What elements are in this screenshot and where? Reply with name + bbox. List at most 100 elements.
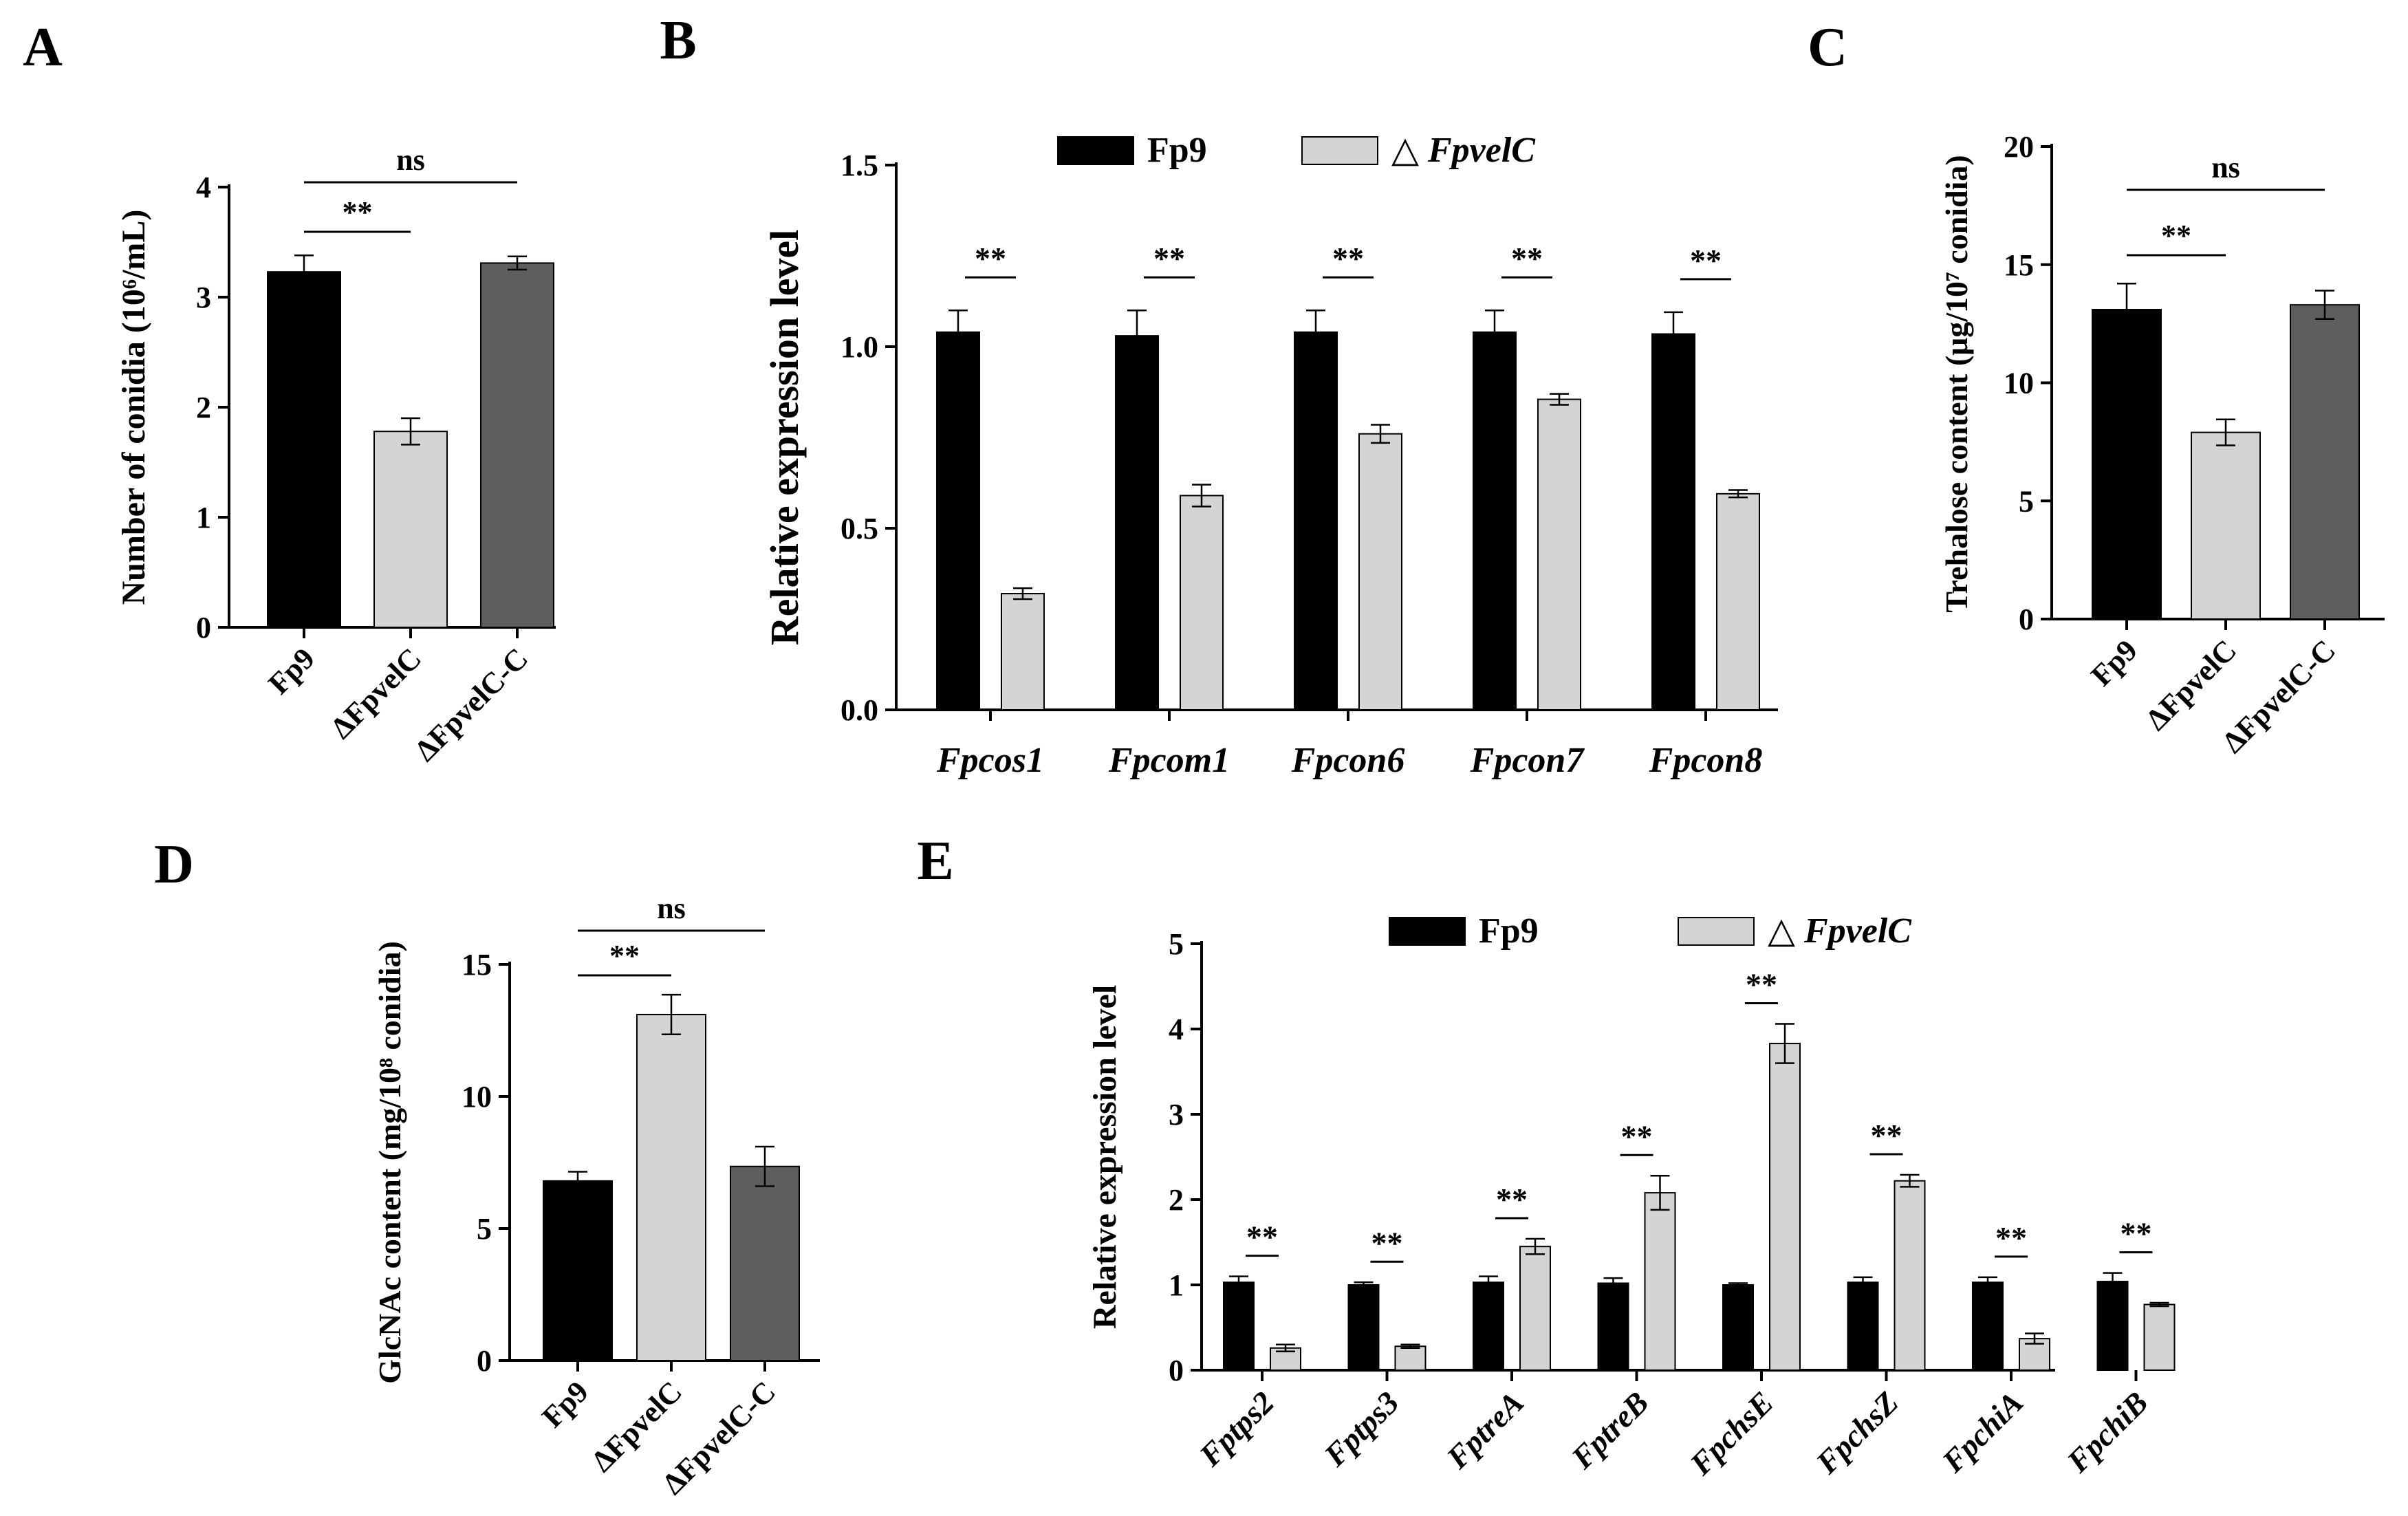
panel-D-significance-label: ns xyxy=(657,891,686,925)
panel-B-bar xyxy=(1473,331,1517,711)
panel-E-xtick-label: FptreA xyxy=(1440,1385,1531,1476)
panel-E-xtick-label: FpchiB xyxy=(2060,1385,2155,1480)
panel-B-significance-label: ** xyxy=(1332,241,1364,276)
panel-B-bar xyxy=(1001,593,1045,711)
panel-D-bar xyxy=(730,1165,800,1361)
panel-E-ytick-label: 4 xyxy=(1169,1013,1184,1046)
panel-A-ytick-label: 2 xyxy=(196,391,211,424)
panel-E-xtick-label: FptreB xyxy=(1564,1385,1656,1476)
panel-E-significance-label: ** xyxy=(1871,1118,1902,1153)
panel-E-bar xyxy=(1769,1043,1801,1371)
panel-B-bar xyxy=(1115,335,1159,711)
panel-B-bar xyxy=(1716,492,1760,711)
panel-B-bar xyxy=(1180,495,1224,711)
panel-E-legend-label: △ FpvelC xyxy=(1768,911,1912,951)
panel-label-A: A xyxy=(23,17,63,78)
panel-E-significance-label: ** xyxy=(1995,1220,2027,1255)
panel-E-ytick-label: 0 xyxy=(1169,1354,1184,1387)
panel-B-legend-swatch xyxy=(1301,136,1378,165)
panel-C-bar xyxy=(2290,304,2360,620)
panel-E-bar xyxy=(2143,1303,2176,1372)
panel-B-bar xyxy=(1651,333,1695,711)
panel-label-B: B xyxy=(660,10,696,71)
panel-C-xtick-label: ΔFpvelC xyxy=(2139,633,2243,737)
panel-B-significance-label: ** xyxy=(1153,241,1185,276)
panel-C-ytick-label: 10 xyxy=(2004,367,2034,400)
panel-E-xtick-label: FpchiA xyxy=(1935,1385,2030,1480)
panel-A-ytick-label: 0 xyxy=(196,611,211,645)
panel-A-ylabel: Number of conidia (10⁶/mL) xyxy=(116,210,152,605)
panel-E-bar xyxy=(2096,1281,2129,1372)
panel-E-bar xyxy=(1473,1281,1504,1372)
panel-B-xtick-label: Fpcos1 xyxy=(936,741,1044,780)
panel-B-ytick-label: 0.0 xyxy=(840,693,878,727)
panel-C-bar xyxy=(2191,431,2261,620)
panel-A-bar xyxy=(267,271,341,628)
panel-B-ytick-label: 1.0 xyxy=(840,330,878,364)
panel-A-significance-label: ** xyxy=(343,195,373,229)
panel-E-xtick-label: Fptps2 xyxy=(1192,1385,1281,1473)
panel-E-legend-swatch xyxy=(1389,917,1466,946)
panel-A-bar xyxy=(480,262,554,628)
panel-B-bar xyxy=(1294,331,1338,711)
panel-E-bar xyxy=(1847,1281,1879,1372)
panel-E-xtick-label: FpchsZ xyxy=(1809,1385,1905,1481)
panel-E-bar xyxy=(1347,1284,1380,1371)
panel-C-bar xyxy=(2092,309,2162,620)
panel-E-ytick-label: 5 xyxy=(1169,927,1184,961)
panel-C-significance-label: ** xyxy=(2161,219,2191,252)
panel-B-ylabel: Relative expression level xyxy=(762,230,807,646)
panel-E-significance-label: ** xyxy=(1496,1182,1528,1217)
panel-E-bar xyxy=(1394,1345,1427,1372)
panel-A-xtick-label: ΔFpvelC-C xyxy=(408,641,534,768)
panel-E-legend-swatch xyxy=(1678,917,1755,946)
panel-D-ylabel: GlcNAc content (mg/10⁸ conidia) xyxy=(372,941,407,1384)
panel-A-ytick-label: 3 xyxy=(196,281,211,314)
panel-E-significance-label: ** xyxy=(1746,967,1777,1002)
panel-E-bar xyxy=(1597,1282,1629,1372)
panel-E-xtick-label: Fptps3 xyxy=(1317,1385,1406,1473)
panel-B-legend-swatch xyxy=(1057,136,1134,165)
panel-E-ytick-label: 2 xyxy=(1169,1183,1184,1217)
panel-B-bar xyxy=(1358,433,1402,711)
panel-A-bar xyxy=(373,431,448,628)
panel-B-significance-label: ** xyxy=(1511,241,1543,276)
panel-D-ytick-label: 10 xyxy=(462,1080,492,1114)
panel-C-significance-label: ns xyxy=(2211,151,2240,184)
panel-B-significance-label: ** xyxy=(975,241,1006,276)
panel-B-xtick-label: Fpcon7 xyxy=(1470,741,1585,780)
panel-A-significance-label: ns xyxy=(396,143,425,177)
panel-E-bar xyxy=(1223,1281,1255,1372)
panel-E-significance-label: ** xyxy=(1371,1225,1403,1260)
panel-E-significance-label: ** xyxy=(2120,1216,2152,1251)
panel-B-bar xyxy=(936,331,980,711)
panel-C-ytick-label: 15 xyxy=(2004,248,2034,282)
panel-A-xtick-label: Fp9 xyxy=(262,641,322,701)
panel-E-ylabel: Relative expression level xyxy=(1087,985,1123,1329)
panel-D-ytick-label: 0 xyxy=(477,1344,492,1378)
panel-label-D: D xyxy=(154,834,194,895)
panel-E-ytick-label: 1 xyxy=(1169,1268,1184,1302)
panel-A-ytick-label: 1 xyxy=(196,501,211,534)
panel-C-ytick-label: 5 xyxy=(2019,484,2034,518)
panel-E-bar xyxy=(1722,1284,1754,1371)
panel-A-xtick-label: ΔFpvelC xyxy=(324,641,428,745)
panel-C-ytick-label: 0 xyxy=(2019,603,2034,636)
panel-C-ytick-label: 20 xyxy=(2004,130,2034,164)
panel-E-xtick-label: FpchsE xyxy=(1682,1385,1780,1482)
panel-E-bar xyxy=(1894,1180,1926,1371)
panel-B-ytick-label: 1.5 xyxy=(840,149,878,182)
panel-B-xtick-label: Fpcon8 xyxy=(1649,741,1763,780)
panel-E-legend-label: Fp9 xyxy=(1479,911,1539,951)
panel-D-ytick-label: 5 xyxy=(477,1212,492,1246)
panel-D-bar xyxy=(636,1013,706,1361)
panel-B-legend-label: △ FpvelC xyxy=(1391,131,1536,170)
panel-C-xtick-label: Fp9 xyxy=(2085,633,2145,693)
panel-B-significance-label: ** xyxy=(1690,243,1722,278)
panel-C-ylabel: Trehalose content (μg/10⁷ conidia) xyxy=(1939,155,1974,613)
panel-D-significance-label: ** xyxy=(609,939,640,973)
panel-E-bar xyxy=(1644,1192,1676,1371)
panel-B-legend-label: Fp9 xyxy=(1147,131,1207,170)
panel-B-xtick-label: Fpcon6 xyxy=(1291,741,1405,780)
